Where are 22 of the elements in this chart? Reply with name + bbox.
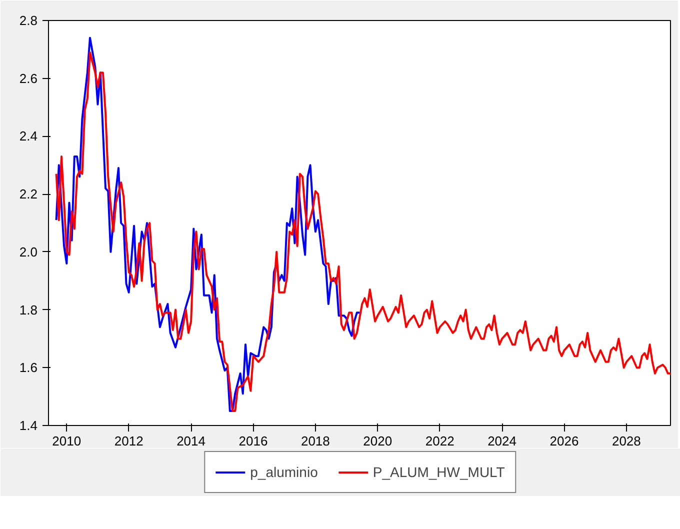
x-tick-label: 2018 xyxy=(300,434,330,448)
x-tick-label: 2026 xyxy=(550,434,579,448)
x-tick-label: 2020 xyxy=(363,434,392,448)
x-tick-label: 2028 xyxy=(612,434,641,448)
x-tick-label: 2012 xyxy=(114,434,144,448)
y-tick-label: 1.4 xyxy=(19,418,38,433)
y-tick-label: 1.6 xyxy=(19,360,38,376)
y-tick-label: 2.6 xyxy=(19,70,38,86)
y-tick-label: 2.2 xyxy=(19,186,38,202)
y-tick-label: 2.4 xyxy=(19,128,38,144)
x-tick-label: 2022 xyxy=(425,434,454,448)
x-tick-label: 2014 xyxy=(176,434,206,448)
x-tick-label: 2010 xyxy=(52,434,82,448)
legend-label: p_aluminio xyxy=(250,464,318,480)
line-series xyxy=(55,51,670,412)
y-tick-label: 2.8 xyxy=(19,13,38,28)
y-tick-label: 2.0 xyxy=(19,244,38,260)
x-tick-label: 2024 xyxy=(488,434,517,448)
line-series xyxy=(55,36,360,412)
legend-label: P_ALUM_HW_MULT xyxy=(372,464,505,480)
y-tick-label: 1.8 xyxy=(19,302,38,318)
x-tick-label: 2016 xyxy=(238,434,268,448)
